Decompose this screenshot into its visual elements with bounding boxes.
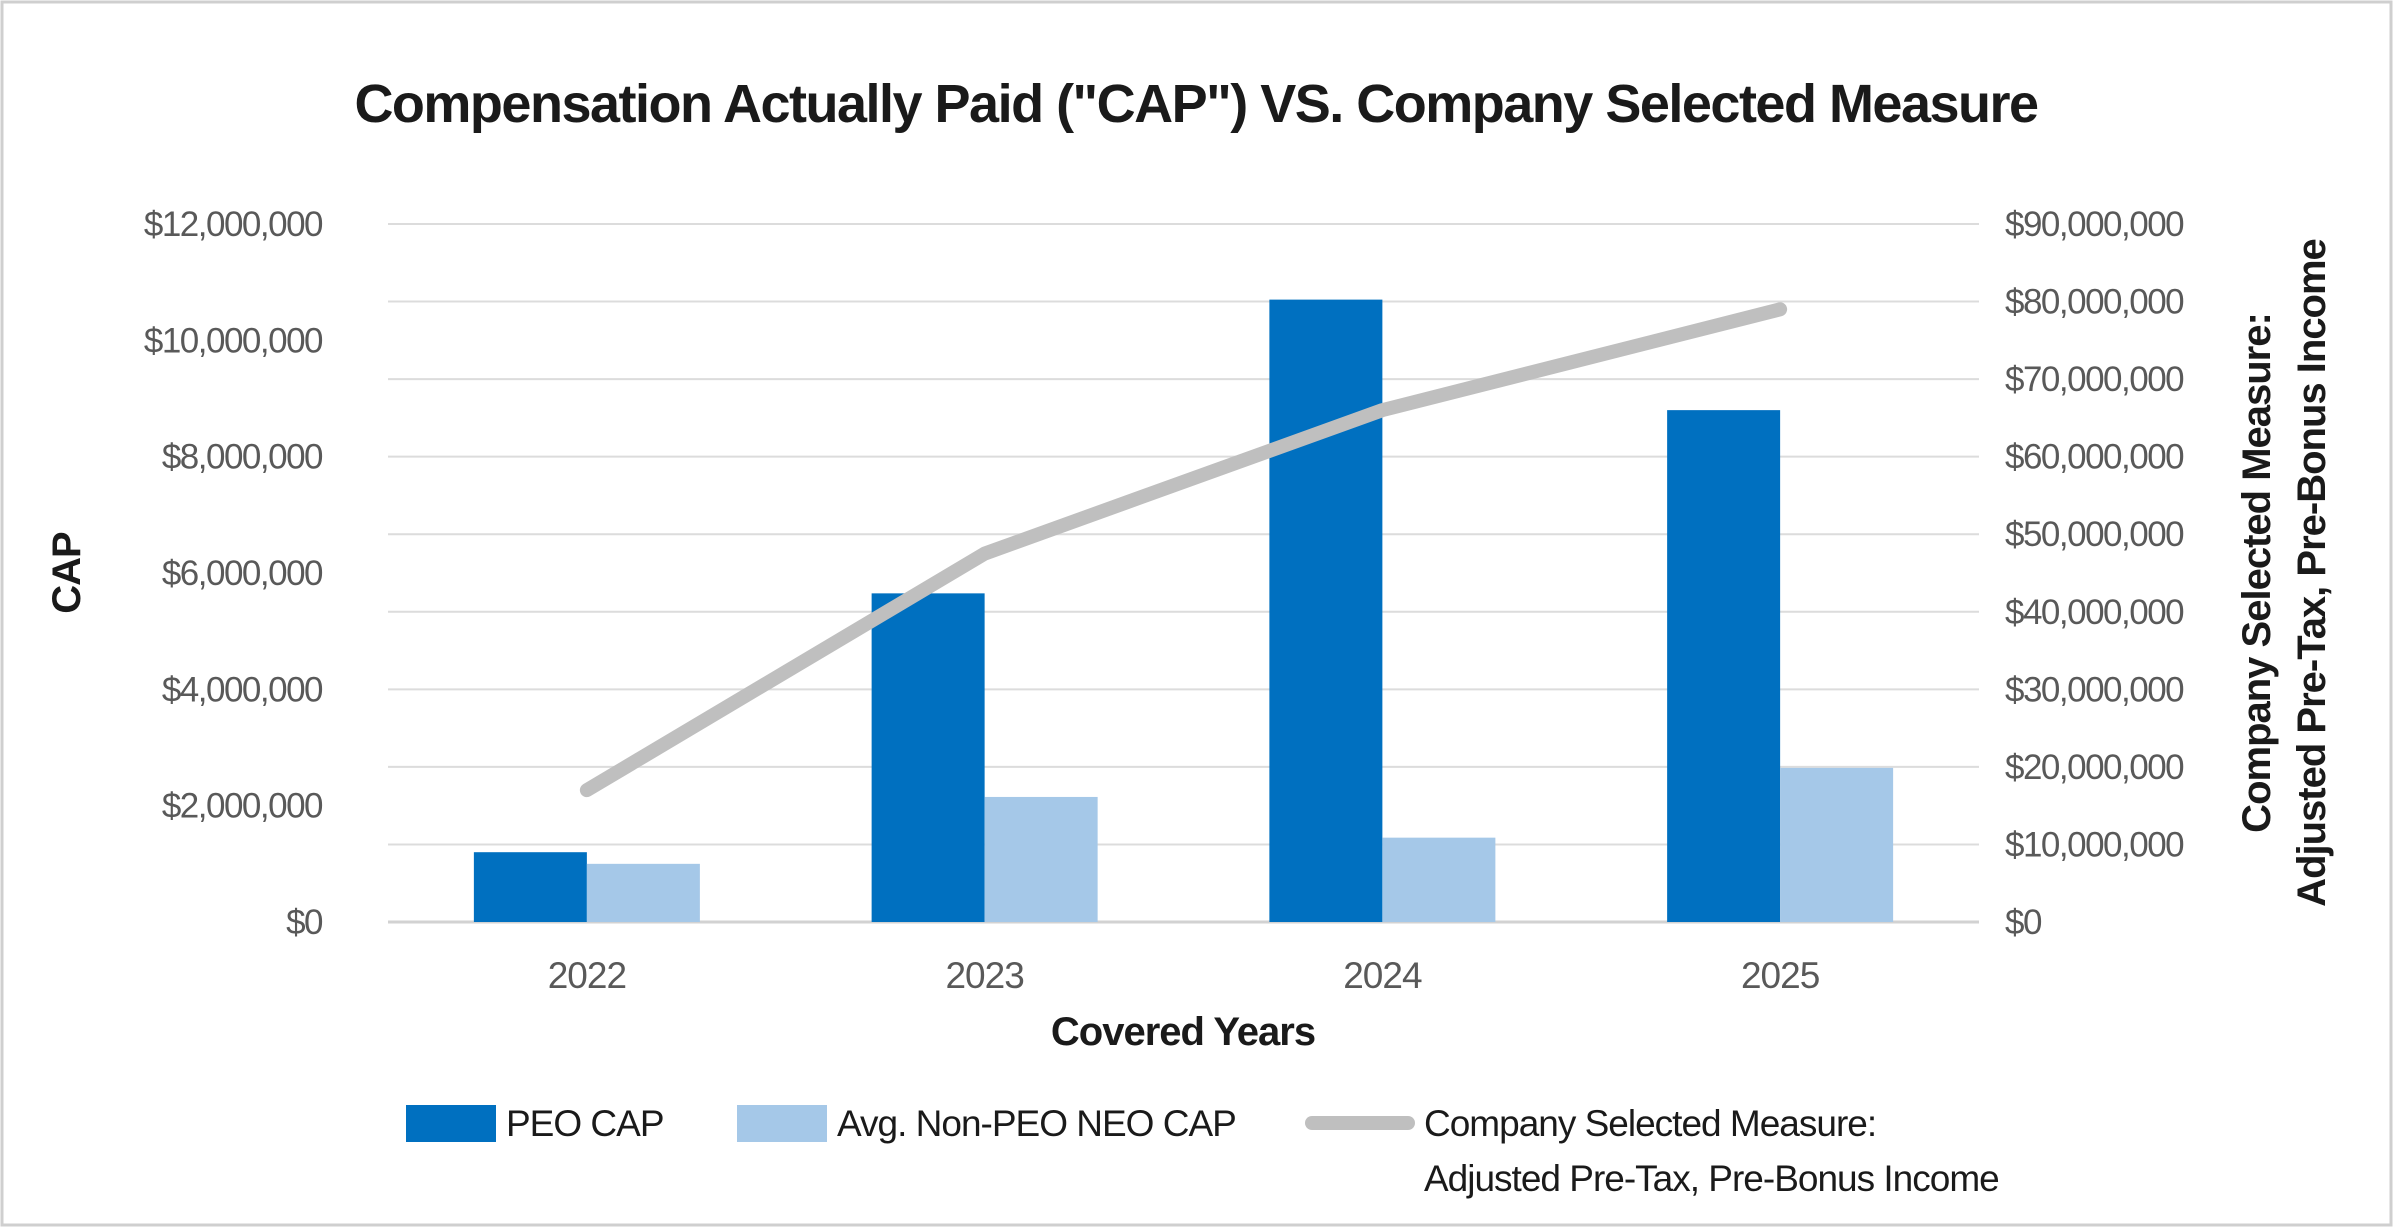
right-axis-tick-label: $50,000,000 (2005, 515, 2184, 554)
x-axis-ticks: 2022 2023 2024 2025 (548, 955, 1821, 996)
x-axis-tick-2023: 2023 (945, 955, 1023, 996)
bar-peo-cap-2025 (1667, 410, 1781, 922)
y-axis-title-left: CAP (45, 532, 89, 614)
bar-non-peo-cap-2022 (586, 863, 700, 922)
legend-swatch-peo-cap (406, 1105, 496, 1142)
right-axis-tick-label: $0 (2005, 903, 2042, 942)
csm-line-series (579, 302, 1788, 798)
bar-peo-cap-2023 (871, 593, 985, 922)
right-axis-tick-label: $20,000,000 (2005, 748, 2184, 787)
right-axis-tick-label: $80,000,000 (2005, 283, 2184, 322)
chart-title: Compensation Actually Paid ("CAP") VS. C… (354, 74, 2038, 134)
left-axis-tick-label: $4,000,000 (162, 670, 323, 709)
x-axis-tick-2025: 2025 (1741, 955, 1820, 996)
left-axis-ticks: $0 $2,000,000 $4,000,000 $6,000,000 $8,000,0… (144, 205, 325, 942)
bar-non-peo-cap-2024 (1382, 837, 1496, 922)
right-axis-tick-label: $40,000,000 (2005, 593, 2184, 632)
legend-label-csm-line1: Company Selected Measure: (1424, 1103, 1876, 1144)
x-axis-tick-2022: 2022 (548, 955, 626, 996)
y-axis-title-right-line1: Company Selected Measure: (2235, 313, 2279, 833)
legend-swatch-non-peo-cap (737, 1105, 827, 1142)
right-axis-tick-label: $90,000,000 (2005, 205, 2184, 244)
x-axis-tick-2024: 2024 (1343, 955, 1422, 996)
y-axis-title-right-line2: Adjusted Pre-Tax, Pre-Bonus Income (2290, 239, 2334, 907)
bar-peo-cap-2024 (1269, 299, 1383, 922)
right-axis-ticks: $0 $10,000,000 $20,000,000 $30,000,000 $40,0… (2005, 205, 2186, 942)
bar-non-peo-cap-2025 (1780, 767, 1894, 922)
legend-label-non-peo-cap: Avg. Non-PEO NEO CAP (837, 1103, 1236, 1144)
legend-label-csm-line2: Adjusted Pre-Tax, Pre-Bonus Income (1424, 1158, 1999, 1199)
right-axis-tick-label: $30,000,000 (2005, 670, 2184, 709)
right-axis-tick-label: $10,000,000 (2005, 825, 2184, 864)
right-axis-tick-label: $70,000,000 (2005, 360, 2184, 399)
left-axis-tick-label: $0 (286, 903, 323, 942)
right-axis-tick-label: $60,000,000 (2005, 438, 2184, 477)
bar-non-peo-cap-2023 (984, 796, 1098, 922)
left-axis-tick-label: $10,000,000 (144, 321, 323, 360)
x-axis-title: Covered Years (1051, 1010, 1315, 1054)
left-axis-tick-label: $8,000,000 (162, 438, 323, 477)
legend-label-peo-cap: PEO CAP (506, 1103, 664, 1144)
left-axis-tick-label: $12,000,000 (144, 205, 323, 244)
legend: PEO CAP Avg. Non-PEO NEO CAP Company Sel… (406, 1103, 2000, 1199)
left-axis-tick-label: $2,000,000 (162, 787, 323, 826)
bar-series (473, 299, 1894, 922)
bar-peo-cap-2022 (473, 852, 587, 922)
left-axis-tick-label: $6,000,000 (162, 554, 323, 593)
